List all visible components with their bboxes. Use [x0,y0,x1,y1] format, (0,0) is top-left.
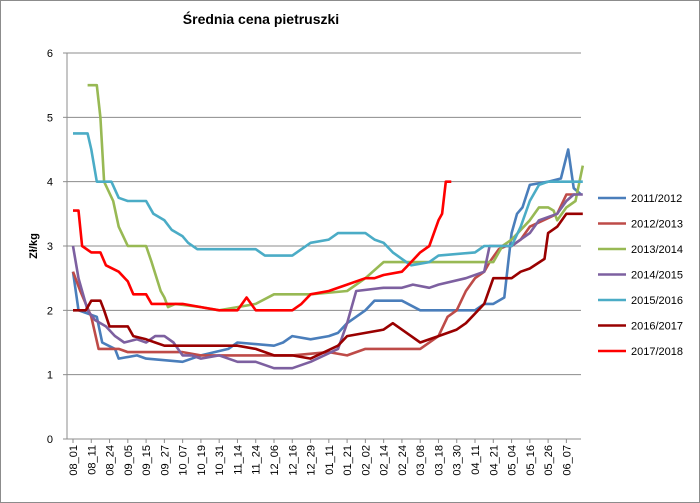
x-tick-label: 08_11 [86,445,98,475]
chart-title: Średnia cena pietruszki [182,11,340,27]
y-tick-label: 6 [47,48,53,60]
y-tick-label: 4 [47,177,53,189]
legend-label: 2015/2016 [631,295,683,307]
series-line-2012-2013 [71,193,576,357]
legend-label: 2011/2012 [631,193,682,205]
x-tick-label: 09_05 [123,445,135,476]
x-tick-label: 05_16 [525,445,537,476]
x-tick-label: 05_04 [507,445,519,476]
legend-label: 2016/2017 [631,321,683,333]
x-tick-label: 10_19 [196,445,208,476]
x-tick-label: 02_24 [397,445,409,476]
grid-lines [67,52,581,376]
series-line-2015-2016 [73,132,583,267]
y-tick-label: 5 [47,112,53,124]
x-tick-label: 04_11 [470,445,482,475]
x-tick-label: 03_18 [433,445,445,476]
x-tick-label: 09_15 [141,445,153,476]
x-tick-label: 08_24 [105,445,117,476]
series-line-2016-2017 [73,212,583,360]
x-tick-label: 06_07 [561,445,573,476]
y-axis-label: Zł/kg [28,233,40,259]
y-tick-labels: 0 1 2 3 4 5 6 [47,48,67,446]
x-tick-label: 10_07 [178,445,190,476]
legend-label: 2012/2013 [631,219,683,231]
x-tick-label: 12_06 [269,445,281,476]
x-tick-label: 12_29 [306,445,318,476]
x-tick-labels: 08_01 08_11 08_24 09_05 09_15 09_27 10_07 10_19… [68,439,573,476]
x-tick-label: 02_14 [379,445,391,476]
y-tick-label: 1 [47,370,53,382]
x-tick-label: 05_26 [543,445,555,476]
x-tick-label: 10_31 [214,445,226,476]
series-line-2011-2012 [71,148,582,364]
x-tick-label: 11_24 [251,445,263,475]
series-lines [71,83,585,370]
legend-label: 2013/2014 [631,244,683,256]
x-tick-label: 03_30 [452,445,464,476]
x-tick-label: 03_08 [415,445,427,476]
x-tick-label: 12_16 [287,445,299,476]
legend: 2011/2012 2012/2013 2013/2014 2014/2015 2015… [598,193,683,358]
x-tick-label: 04_21 [488,445,500,476]
x-tick-label: 11_14 [232,445,244,475]
x-tick-label: 01_21 [342,445,354,476]
x-tick-label: 01_11 [324,445,336,475]
y-tick-label: 3 [47,241,53,253]
series-line-2013-2014 [87,83,585,312]
legend-label: 2014/2015 [631,270,683,282]
y-tick-label: 0 [47,434,53,446]
x-tick-label: 08_01 [68,445,80,476]
x-tick-label: 09_27 [159,445,171,476]
legend-label: 2017/2018 [631,346,683,358]
series-line-2017-2018 [73,180,452,312]
x-tick-label: 02_02 [360,445,372,476]
y-tick-label: 2 [47,305,53,317]
